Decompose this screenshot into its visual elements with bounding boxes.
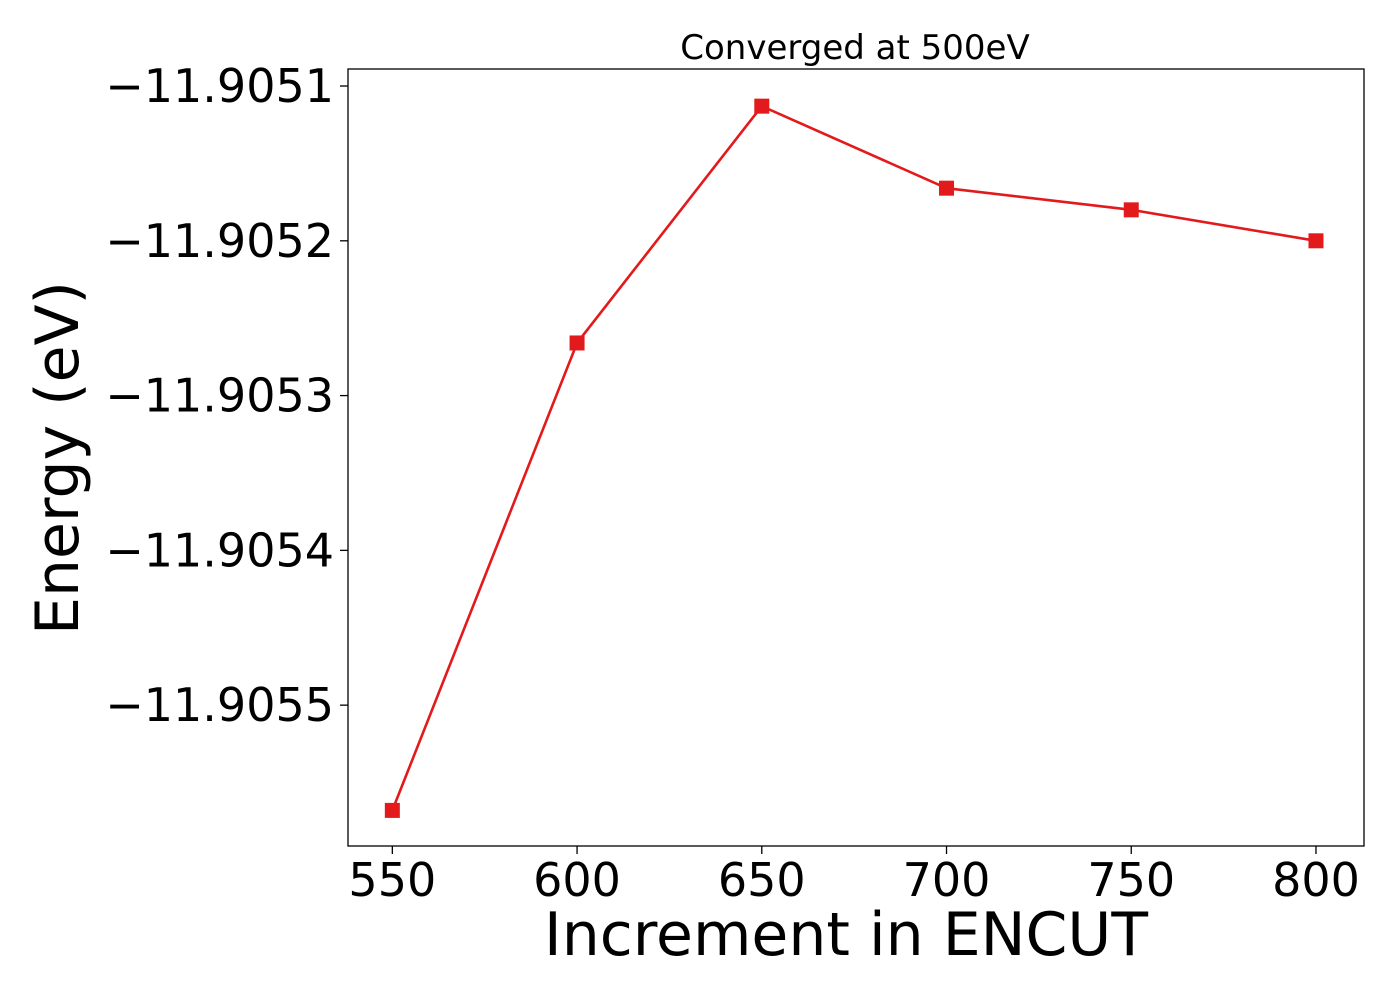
data-point-marker [1308, 233, 1324, 249]
data-point-marker [1123, 202, 1139, 218]
y-tick-label: −11.9053 [105, 369, 334, 423]
y-tick-label: −11.9051 [105, 59, 334, 113]
x-axis-title: Increment in ENCUT [544, 900, 1148, 970]
x-tick-label: 650 [718, 853, 806, 907]
x-tick-label: 750 [1087, 853, 1175, 907]
y-tick-label: −11.9052 [105, 214, 334, 268]
series-layer [384, 98, 1324, 818]
data-point-marker [569, 335, 585, 351]
data-point-marker [384, 802, 400, 818]
plot-area-frame [347, 68, 1365, 847]
data-point-marker [754, 98, 770, 114]
y-axis: −11.9051 −11.9052 −11.9053 −11.9054 −11.9055 [105, 59, 348, 732]
y-tick-label: −11.9055 [105, 678, 334, 732]
x-tick-label: 800 [1272, 853, 1360, 907]
y-axis-title: Energy (eV) [23, 281, 93, 635]
x-tick-label: 600 [533, 853, 621, 907]
chart-title: Converged at 500eV [680, 28, 1029, 68]
x-tick-label: 700 [903, 853, 991, 907]
x-axis: 550 600 650 700 750 800 [348, 846, 1360, 907]
x-tick-label: 550 [348, 853, 436, 907]
series-line [391, 104, 1317, 811]
data-point-marker [939, 180, 955, 196]
y-tick-label: −11.9054 [105, 523, 334, 577]
